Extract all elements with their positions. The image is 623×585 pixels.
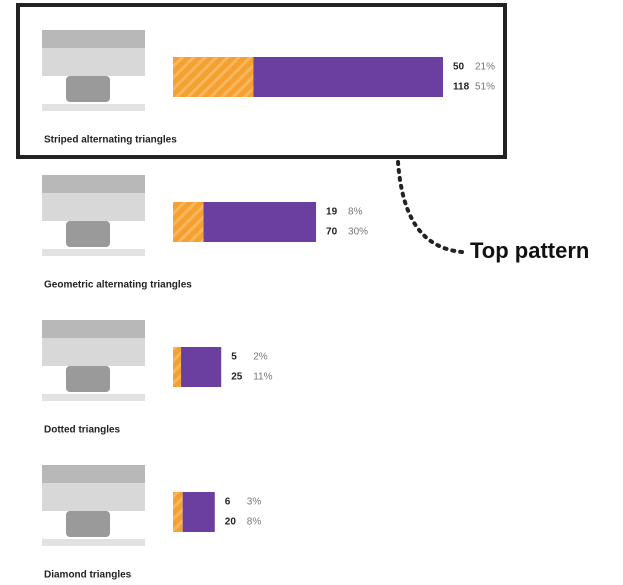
percent-label: 8% <box>348 207 363 218</box>
value-label: 70 <box>326 227 338 238</box>
thumb-foot <box>66 511 110 537</box>
thumb-band <box>42 175 145 193</box>
bar-segment <box>173 202 204 242</box>
thumb-base <box>42 104 145 111</box>
highlight-box <box>16 3 507 159</box>
percent-label: 11% <box>253 372 272 383</box>
percent-label: 21% <box>475 62 495 73</box>
bar-segment <box>173 492 183 532</box>
category-label: Diamond triangles <box>44 570 132 581</box>
bar-segment <box>182 492 215 532</box>
value-label: 20 <box>225 517 237 528</box>
percent-label: 2% <box>253 352 268 363</box>
thumb-foot <box>66 366 110 392</box>
value-label: 118 <box>453 82 470 93</box>
thumb-band <box>42 320 145 338</box>
bar-segment <box>253 57 443 97</box>
category-label: Geometric alternating triangles <box>44 280 192 291</box>
percent-label: 8% <box>247 517 262 528</box>
value-label: 25 <box>231 372 243 383</box>
percent-label: 30% <box>348 227 368 238</box>
thumb-body <box>42 483 145 511</box>
percent-label: 51% <box>475 82 495 93</box>
value-label: 19 <box>326 207 338 218</box>
thumb-body <box>42 48 145 76</box>
thumb-base <box>42 249 145 256</box>
thumb-foot <box>66 76 110 102</box>
thumb-band <box>42 30 145 48</box>
value-label: 6 <box>225 497 231 508</box>
bar-segment <box>203 202 317 242</box>
category-label: Striped alternating triangles <box>44 135 177 146</box>
bar-segment <box>173 347 182 387</box>
thumb-band <box>42 465 145 483</box>
thumb-base <box>42 394 145 401</box>
percent-label: 3% <box>247 497 262 508</box>
value-label: 5 <box>231 352 237 363</box>
bar-segment <box>181 347 222 387</box>
thumb-foot <box>66 221 110 247</box>
annotation: Top pattern <box>470 238 589 263</box>
value-label: 50 <box>453 62 465 73</box>
thumb-body <box>42 193 145 221</box>
annotation-connector <box>396 160 464 254</box>
thumb-body <box>42 338 145 366</box>
thumb-base <box>42 539 145 546</box>
category-label: Dotted triangles <box>44 425 121 436</box>
bar-segment <box>173 57 254 97</box>
